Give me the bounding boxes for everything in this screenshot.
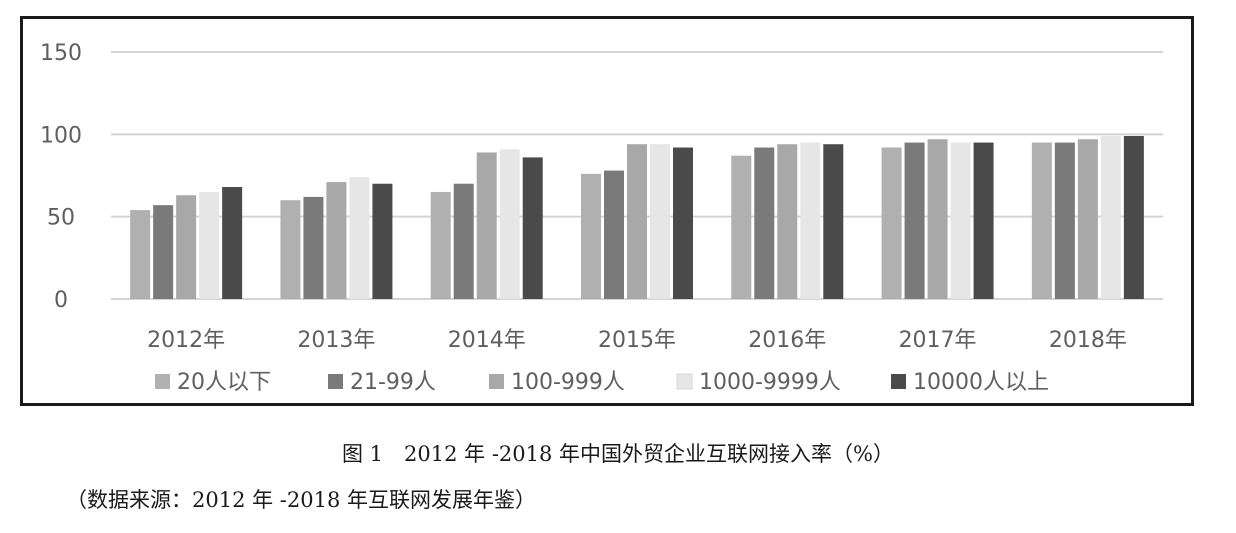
- bar: [1031, 142, 1052, 299]
- bar: [222, 187, 243, 299]
- bar: [823, 144, 844, 299]
- bar: [1100, 135, 1121, 299]
- bar: [303, 196, 324, 299]
- bar: [881, 147, 902, 299]
- bar: [673, 147, 693, 299]
- bar: [280, 200, 301, 299]
- bar: [430, 191, 451, 299]
- bar: [754, 147, 775, 299]
- bar: [453, 183, 474, 299]
- bar-chart: 0 50 100 150 2012年 2013年 2014年 2015年 2016年 2017年…: [40, 41, 1163, 395]
- legend-label: 100-999人: [511, 370, 625, 395]
- y-tick-label: 0: [54, 288, 68, 313]
- x-tick-label: 2013年: [297, 328, 375, 353]
- bar: [927, 139, 948, 299]
- chart-frame: 0 50 100 150 2012年 2013年 2014年 2015年 2016年 2017年…: [20, 16, 1194, 406]
- legend-label: 10000人以上: [913, 370, 1049, 395]
- legend-swatch: [328, 374, 343, 389]
- y-tick-label: 150: [40, 41, 82, 66]
- bar: [904, 142, 925, 299]
- data-source-note: （数据来源：2012 年 -2018 年互联网发展年鉴）: [66, 488, 537, 512]
- bar: [950, 142, 971, 299]
- x-tick-label: 2016年: [748, 328, 826, 353]
- y-tick-label: 50: [47, 206, 75, 231]
- x-tick-label: 2015年: [598, 328, 676, 353]
- bar: [973, 142, 994, 299]
- x-tick-label: 2014年: [448, 328, 526, 353]
- bar: [199, 191, 220, 299]
- legend-label: 20人以下: [177, 370, 271, 395]
- y-tick-label: 100: [40, 123, 82, 148]
- x-tick-label: 2017年: [899, 328, 977, 353]
- bar: [581, 173, 601, 299]
- bar: [800, 142, 821, 299]
- legend-swatch: [489, 374, 504, 389]
- bar: [176, 195, 197, 299]
- bar: [777, 144, 798, 299]
- bar: [499, 149, 520, 299]
- bar: [349, 177, 370, 299]
- legend-label: 21-99人: [350, 370, 436, 395]
- bar: [476, 152, 497, 299]
- bar: [153, 205, 174, 299]
- bar: [372, 183, 393, 299]
- bar: [1123, 135, 1144, 299]
- legend-label: 1000-9999人: [699, 370, 841, 395]
- bar: [1077, 139, 1098, 299]
- bar: [627, 144, 647, 299]
- bar: [130, 210, 151, 299]
- legend-swatch: [155, 374, 170, 389]
- bar: [326, 182, 347, 299]
- x-tick-label: 2012年: [147, 328, 225, 353]
- figure-caption: 图 1 2012 年 -2018 年中国外贸企业互联网接入率（%）: [342, 442, 894, 466]
- bar: [522, 157, 543, 299]
- bar: [1054, 142, 1075, 299]
- bar: [604, 170, 624, 299]
- bar: [731, 155, 752, 299]
- legend-swatch: [891, 374, 906, 389]
- legend-swatch: [676, 373, 693, 390]
- x-tick-label: 2018年: [1049, 328, 1127, 353]
- bar: [650, 144, 670, 299]
